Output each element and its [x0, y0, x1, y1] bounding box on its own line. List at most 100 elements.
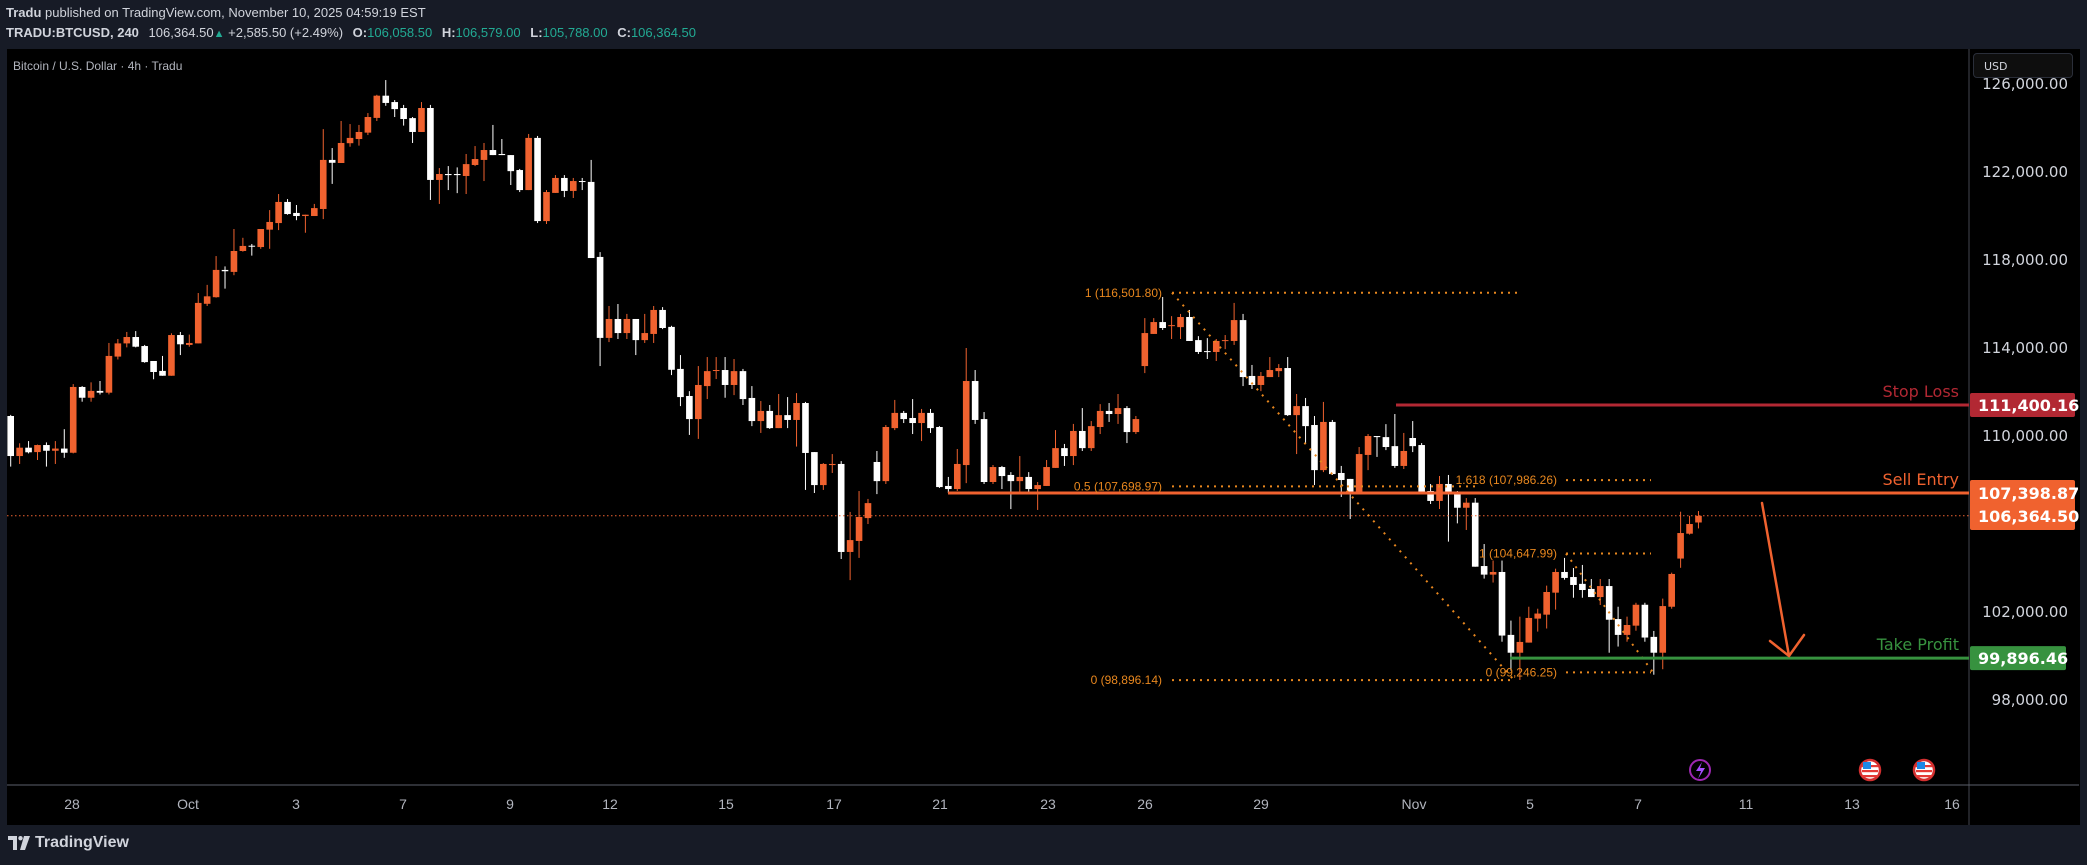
candle-body[interactable]	[659, 309, 666, 328]
candle-body[interactable]	[1400, 450, 1408, 466]
candle-body[interactable]	[284, 201, 291, 215]
candle-body[interactable]	[1186, 317, 1193, 341]
candle-body[interactable]	[543, 192, 550, 222]
candle-body[interactable]	[864, 503, 872, 519]
candle-body[interactable]	[561, 177, 568, 191]
candle-body[interactable]	[784, 415, 791, 420]
candle-body[interactable]	[793, 403, 800, 420]
candle-body[interactable]	[150, 361, 157, 372]
candle-body[interactable]	[1239, 320, 1247, 378]
candle-body[interactable]	[1695, 515, 1702, 523]
candle-body[interactable]	[1525, 617, 1533, 643]
candle-body[interactable]	[391, 102, 398, 110]
chart-pane[interactable]	[7, 49, 2080, 825]
candle-body[interactable]	[605, 318, 613, 338]
candle-body[interactable]	[882, 427, 890, 482]
candle-body[interactable]	[1605, 586, 1613, 620]
candle-body[interactable]	[1409, 438, 1417, 447]
candle-body[interactable]	[1552, 571, 1559, 593]
candle-body[interactable]	[1534, 613, 1542, 619]
candle-body[interactable]	[641, 333, 649, 341]
candle-body[interactable]	[668, 326, 675, 370]
candle-body[interactable]	[105, 355, 113, 393]
candle-body[interactable]	[578, 181, 586, 183]
candle-body[interactable]	[1507, 634, 1515, 653]
candle-body[interactable]	[1570, 577, 1577, 585]
candle-body[interactable]	[730, 371, 738, 385]
candle-body[interactable]	[1588, 588, 1595, 598]
candle-body[interactable]	[846, 540, 854, 552]
candle-body[interactable]	[516, 170, 524, 191]
candle-body[interactable]	[900, 412, 907, 420]
candle-body[interactable]	[1623, 625, 1631, 635]
candle-body[interactable]	[703, 371, 711, 387]
candle-body[interactable]	[418, 108, 425, 132]
candle-body[interactable]	[766, 410, 774, 429]
candle-body[interactable]	[677, 368, 684, 398]
candle-body[interactable]	[141, 346, 148, 363]
candle-body[interactable]	[1195, 340, 1202, 352]
candle-body[interactable]	[1427, 491, 1434, 501]
candle-body[interactable]	[909, 417, 916, 424]
candle-body[interactable]	[1141, 333, 1149, 367]
candle-body[interactable]	[123, 337, 131, 344]
candle-body[interactable]	[552, 177, 559, 193]
candle-body[interactable]	[873, 461, 881, 482]
candle-body[interactable]	[436, 174, 443, 180]
candle-body[interactable]	[1052, 448, 1059, 468]
candle-body[interactable]	[1061, 448, 1068, 457]
candle-body[interactable]	[1614, 619, 1622, 635]
candle-body[interactable]	[1632, 604, 1640, 626]
candle-body[interactable]	[1087, 426, 1095, 449]
candle-body[interactable]	[480, 150, 488, 160]
candle-body[interactable]	[1364, 436, 1372, 455]
candle-body[interactable]	[1212, 340, 1220, 352]
candle-body[interactable]	[1543, 592, 1550, 615]
candle-body[interactable]	[212, 269, 220, 298]
candle-body[interactable]	[587, 181, 595, 259]
candle-body[interactable]	[1596, 586, 1604, 598]
candle-body[interactable]	[1248, 375, 1256, 385]
candle-body[interactable]	[1516, 641, 1524, 653]
candle-body[interactable]	[811, 452, 818, 486]
candle-body[interactable]	[177, 335, 184, 345]
current-price-badge[interactable]	[1970, 503, 2075, 528]
candle-body[interactable]	[802, 403, 809, 453]
candle-body[interactable]	[953, 463, 961, 490]
candle-body[interactable]	[194, 302, 202, 344]
candle-body[interactable]	[569, 181, 577, 191]
candle-body[interactable]	[1177, 317, 1184, 328]
candle-body[interactable]	[998, 467, 1006, 477]
candle-body[interactable]	[1007, 474, 1015, 482]
candle-body[interactable]	[918, 412, 925, 424]
candle-body[interactable]	[364, 117, 372, 133]
candle-body[interactable]	[1016, 476, 1024, 482]
candle-body[interactable]	[159, 370, 166, 376]
candle-body[interactable]	[1382, 437, 1390, 448]
candle-body[interactable]	[257, 229, 265, 248]
take-profit-badge[interactable]	[1970, 646, 2066, 671]
candle-body[interactable]	[525, 137, 532, 191]
candle-body[interactable]	[1445, 483, 1452, 495]
candle-body[interactable]	[311, 208, 318, 217]
candle-body[interactable]	[16, 447, 23, 457]
candle-body[interactable]	[462, 164, 470, 176]
candle-body[interactable]	[382, 95, 390, 103]
candle-body[interactable]	[1471, 502, 1479, 567]
candle-body[interactable]	[1668, 573, 1675, 607]
currency-button[interactable]: USD	[1973, 53, 2073, 78]
candle-body[interactable]	[1070, 430, 1077, 457]
candle-body[interactable]	[52, 448, 59, 451]
candle-body[interactable]	[293, 212, 300, 217]
candle-body[interactable]	[1114, 408, 1122, 415]
candle-body[interactable]	[1230, 320, 1238, 341]
publisher-name[interactable]: Tradu	[6, 5, 42, 20]
candle-body[interactable]	[828, 463, 836, 466]
candle-body[interactable]	[114, 343, 122, 357]
candle-body[interactable]	[400, 108, 407, 119]
candle-body[interactable]	[1686, 524, 1693, 534]
candle-body[interactable]	[96, 390, 104, 393]
candle-body[interactable]	[221, 269, 229, 272]
candle-body[interactable]	[498, 153, 506, 156]
